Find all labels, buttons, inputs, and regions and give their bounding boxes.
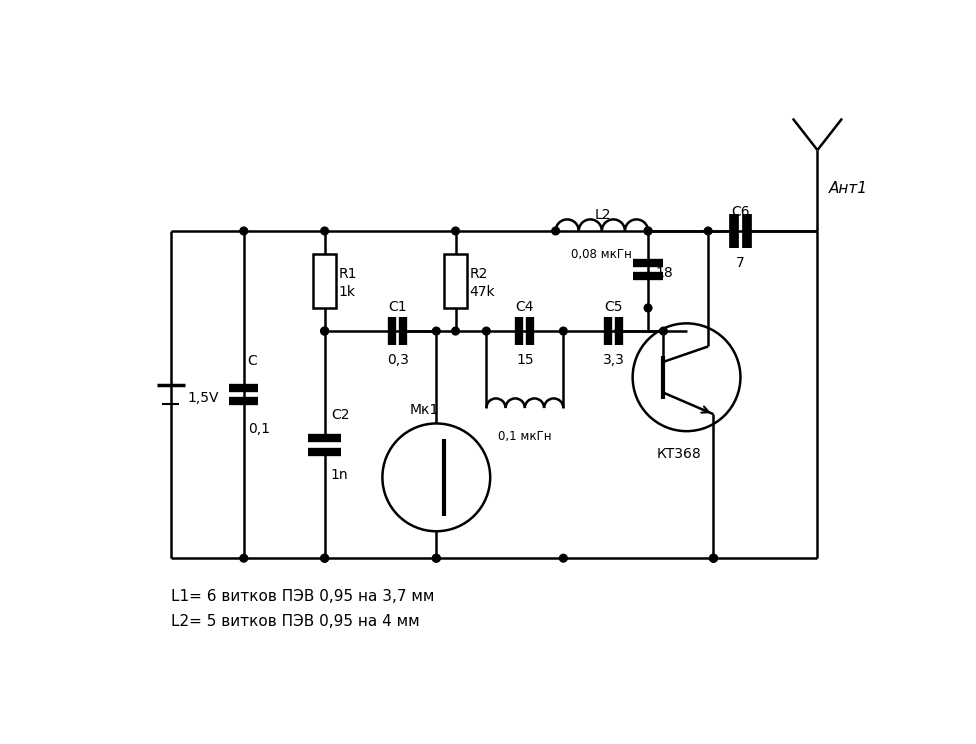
Circle shape (452, 227, 460, 235)
Circle shape (321, 554, 329, 562)
Circle shape (452, 327, 460, 335)
Circle shape (432, 554, 440, 562)
Circle shape (644, 304, 652, 312)
Circle shape (559, 327, 567, 335)
Text: R2: R2 (469, 267, 488, 281)
Circle shape (644, 227, 652, 235)
Text: L2= 5 витков ПЭВ 0,95 на 4 мм: L2= 5 витков ПЭВ 0,95 на 4 мм (171, 615, 420, 629)
Text: Ант1: Ант1 (829, 181, 868, 196)
Circle shape (432, 554, 440, 562)
Text: 47k: 47k (469, 285, 495, 299)
Bar (313, 254, 336, 308)
Text: Мк1: Мк1 (410, 403, 439, 417)
Text: C4: C4 (515, 300, 534, 314)
Circle shape (660, 327, 668, 335)
Circle shape (644, 227, 652, 235)
Text: L1= 6 витков ПЭВ 0,95 на 3,7 мм: L1= 6 витков ПЭВ 0,95 на 3,7 мм (171, 589, 434, 604)
Circle shape (321, 327, 329, 335)
Text: 3,3: 3,3 (602, 353, 625, 367)
Text: C1: C1 (388, 300, 407, 314)
Text: КТ368: КТ368 (657, 446, 701, 461)
Circle shape (482, 327, 490, 335)
Text: 0,1 мкГн: 0,1 мкГн (498, 429, 551, 443)
Text: 0,1: 0,1 (248, 422, 269, 435)
Circle shape (321, 327, 329, 335)
Text: L2: L2 (594, 208, 611, 222)
Text: 7: 7 (736, 256, 745, 269)
Circle shape (710, 554, 717, 562)
Text: 1k: 1k (339, 285, 355, 299)
Text: 0,3: 0,3 (386, 353, 409, 367)
Circle shape (551, 227, 559, 235)
Circle shape (710, 554, 717, 562)
Text: 1,5V: 1,5V (187, 391, 219, 405)
Text: R1: R1 (339, 267, 357, 281)
Circle shape (615, 327, 623, 335)
Text: C: C (248, 353, 258, 368)
Circle shape (240, 227, 248, 235)
Text: 1n: 1n (331, 468, 348, 481)
Circle shape (321, 227, 329, 235)
Bar (444, 254, 468, 308)
Circle shape (240, 554, 248, 562)
Circle shape (705, 227, 712, 235)
Text: 15: 15 (516, 353, 534, 367)
Circle shape (559, 554, 567, 562)
Circle shape (321, 554, 329, 562)
Circle shape (432, 327, 440, 335)
Text: 18: 18 (656, 266, 673, 280)
Text: 0,08 мкГн: 0,08 мкГн (572, 248, 632, 261)
Text: C5: C5 (604, 300, 623, 314)
Text: C6: C6 (731, 205, 750, 219)
Text: C2: C2 (331, 408, 349, 422)
